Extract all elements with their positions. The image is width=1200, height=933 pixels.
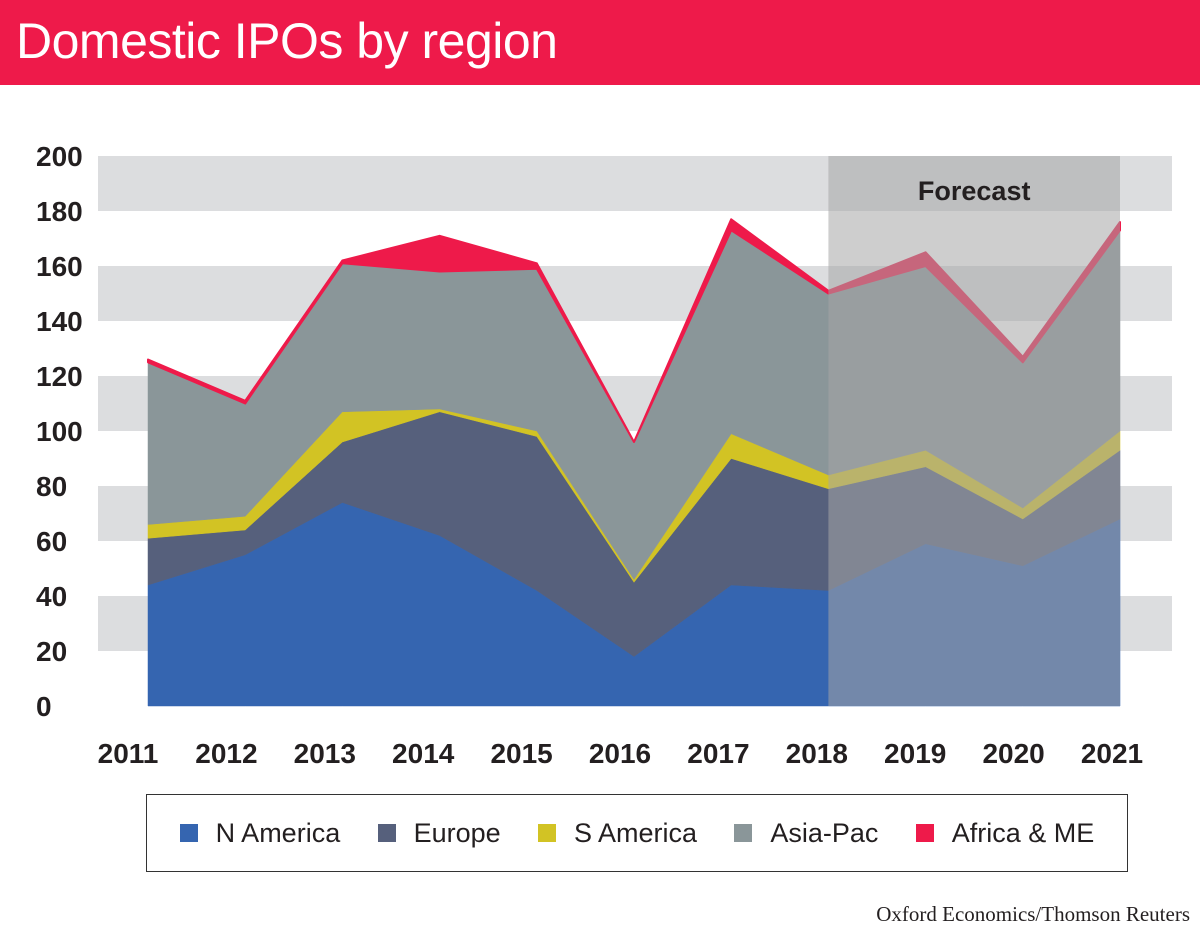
x-tick-label: 2014 — [392, 738, 455, 769]
y-tick-label: 0 — [36, 691, 52, 722]
x-tick-label: 2017 — [687, 738, 749, 769]
x-tick-label: 2012 — [195, 738, 257, 769]
legend-swatch — [537, 824, 556, 842]
x-tick-label: 2019 — [884, 738, 946, 769]
legend-swatch — [734, 824, 753, 842]
x-tick-label: 2021 — [1081, 738, 1143, 769]
y-tick-label: 60 — [36, 526, 67, 557]
legend-swatch — [377, 824, 396, 842]
y-tick-label: 100 — [36, 416, 83, 447]
legend-label: N America — [215, 817, 341, 848]
source-credit: Oxford Economics/Thomson Reuters — [876, 902, 1190, 926]
legend-item: Asia-Pac — [734, 818, 878, 849]
y-tick-label: 180 — [36, 196, 83, 227]
x-tick-label: 2013 — [294, 738, 356, 769]
y-tick-label: 160 — [36, 251, 83, 282]
y-tick-label: 40 — [36, 581, 67, 612]
chart-title: Domestic IPOs by region — [16, 13, 558, 69]
y-tick-label: 140 — [36, 306, 83, 337]
legend-item: Europe — [377, 817, 501, 849]
x-tick-label: 2011 — [98, 738, 159, 769]
y-tick-label: 20 — [36, 636, 67, 667]
forecast-region — [828, 156, 1120, 706]
area-chart: 0 20 40 60 80 100 120 140 160 180 200 2011 2012 2013… — [36, 141, 1172, 769]
y-tick-label: 80 — [36, 471, 67, 502]
legend-label: Asia-Pac — [770, 817, 879, 848]
x-tick-label: 2020 — [982, 738, 1044, 769]
legend-item: Africa & ME — [915, 817, 1095, 849]
y-tick-label: 120 — [36, 361, 83, 392]
legend-swatch — [915, 824, 934, 842]
y-tick-label: 200 — [36, 141, 83, 172]
legend-label: Europe — [413, 817, 501, 848]
legend-label: Africa & ME — [951, 817, 1095, 848]
legend-label: S America — [573, 817, 698, 848]
x-tick-label: 2015 — [490, 738, 552, 769]
title-bar: Domestic IPOs by region — [0, 0, 1200, 85]
forecast-label: Forecast — [918, 176, 1031, 206]
legend-item: S America — [537, 817, 698, 849]
x-tick-label: 2016 — [589, 738, 651, 769]
legend-swatch — [179, 824, 198, 842]
legend: N America Europe S America Asia-Pac Africa &… — [146, 794, 1128, 872]
x-tick-label: 2018 — [786, 738, 848, 769]
legend-item: N America — [179, 817, 341, 849]
